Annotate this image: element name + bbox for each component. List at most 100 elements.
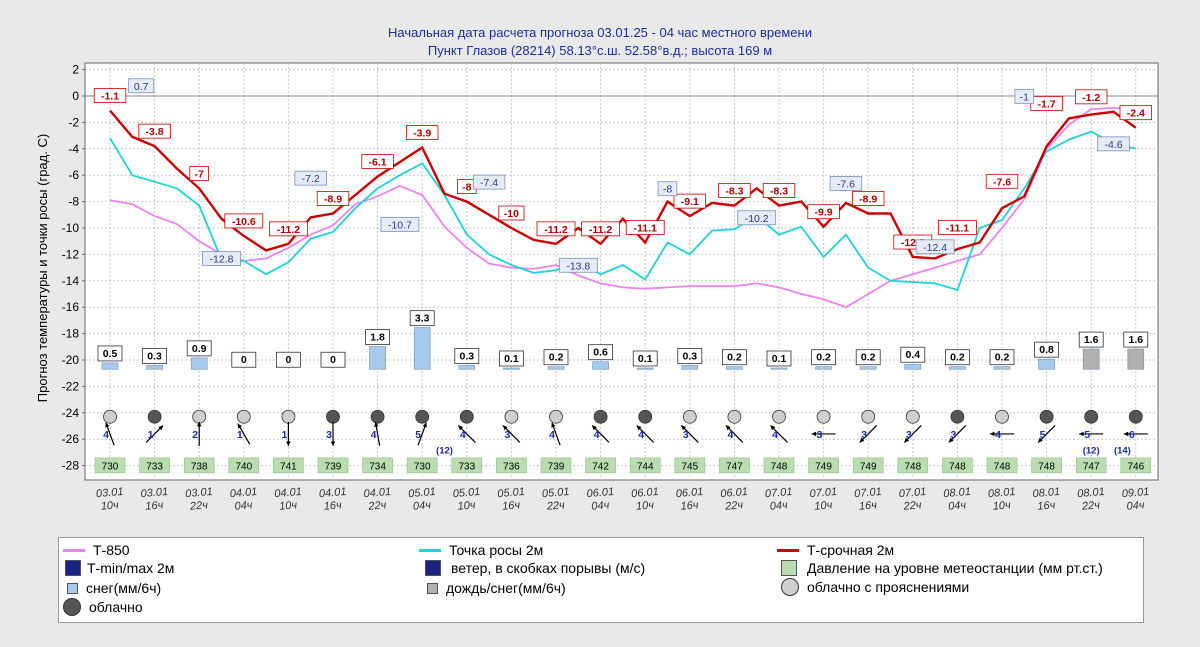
x-tick-hour: 16ч	[502, 499, 521, 513]
wind-speed: 4	[371, 429, 377, 441]
precip-bar	[726, 366, 743, 370]
overcast-icon	[1128, 409, 1143, 424]
y-tick-label: 2	[72, 63, 79, 77]
precip-label-box	[900, 346, 926, 363]
precip-bar	[1127, 348, 1145, 370]
overcast-icon	[950, 409, 965, 424]
legend-wind: ветер, в скобках порывы (м/с)	[425, 560, 645, 576]
y-tick-label: -26	[62, 432, 80, 446]
precip-label-box	[1078, 331, 1104, 348]
wind-speed: 4	[727, 429, 733, 441]
minmax-label-box	[472, 174, 506, 190]
wind-speed: 3	[683, 429, 689, 441]
partly-cloudy-icon	[682, 409, 697, 424]
precip-bar	[1038, 358, 1055, 370]
wind-arrowhead	[158, 425, 164, 431]
partly-cloudy-icon	[816, 409, 831, 424]
precip-bar	[101, 362, 119, 370]
wind-arrowhead	[458, 425, 464, 431]
wind-speed: 4	[638, 429, 644, 441]
precip-bar	[770, 367, 788, 370]
y-tick-label: -24	[62, 406, 80, 420]
precip-label: 1.6	[1084, 334, 1099, 346]
x-tick-date: 06.01	[631, 486, 659, 500]
wind-speed: 6	[1129, 429, 1135, 441]
t-label-box	[852, 191, 885, 206]
partly-cloudy-icon	[192, 409, 207, 424]
t-label: -10.6	[232, 216, 256, 228]
precip-label: 0.6	[593, 347, 608, 359]
t-label-box	[938, 220, 977, 235]
wind-arrowhead	[904, 437, 910, 443]
overcast-icon	[147, 409, 162, 424]
overcast-icon	[326, 409, 340, 424]
t-label-box	[718, 183, 751, 198]
t-label: -3.9	[413, 127, 431, 139]
x-tick-date: 08.01	[1032, 486, 1060, 500]
legend-tnow-swatch	[777, 548, 799, 552]
legend-tnow-label: Т-срочная 2м	[807, 542, 895, 558]
legend-wind-label: ветер, в скобках порывы (м/с)	[451, 560, 646, 576]
x-tick-date: 03.01	[140, 486, 168, 500]
x-tick-date: 08.01	[1077, 486, 1105, 500]
pressure-value: 747	[726, 461, 743, 472]
partly-cloudy-icon	[281, 409, 296, 424]
series-dew	[109, 130, 1137, 292]
pressure-value: 748	[771, 461, 788, 472]
legend-tnow: Т-срочная 2м	[777, 542, 894, 558]
precip-bar	[949, 366, 966, 370]
precip-label-box	[97, 345, 123, 362]
partly-cloudy-icon	[549, 409, 563, 424]
x-tick-date: 09.01	[1121, 486, 1149, 500]
x-tick-date: 04.01	[274, 486, 302, 500]
partly-cloudy-icon	[905, 409, 920, 424]
pressure-box	[1120, 457, 1152, 474]
t-label-box	[224, 213, 264, 229]
precip-label: 0.2	[549, 352, 564, 364]
wind-speed: 1	[237, 429, 243, 441]
precip-bar	[592, 361, 609, 370]
x-tick-date: 06.01	[675, 486, 703, 500]
x-tick-date: 07.01	[898, 486, 926, 500]
minmax-label-box	[829, 176, 863, 191]
t-label: -8	[462, 182, 471, 194]
pressure-box	[719, 457, 750, 474]
precip-label: 0.3	[147, 350, 162, 362]
pressure-box	[406, 457, 438, 474]
legend-rainsnow-swatch	[427, 582, 438, 594]
wind-speed: 5	[1084, 429, 1090, 441]
pressure-value: 734	[369, 461, 386, 472]
wind-arrowhead	[1123, 431, 1129, 437]
precip-label: 0	[330, 354, 336, 366]
pressure-value: 747	[1083, 461, 1100, 472]
t-label: -1.2	[1082, 92, 1100, 104]
x-tick-date: 05.01	[408, 486, 436, 500]
t-label-box	[189, 165, 210, 181]
x-tick-hour: 04ч	[591, 499, 610, 513]
legend-dew-label: Точка росы 2м	[449, 542, 544, 558]
minmax-label-box	[558, 257, 598, 273]
legend-dew-swatch	[419, 548, 441, 552]
x-tick-hour: 22ч	[1080, 499, 1100, 513]
precip-label-box	[722, 349, 747, 366]
partly-cloudy-icon	[995, 409, 1009, 424]
pressure-box	[451, 457, 483, 474]
y-axis-label: Прогноз температуры и точки росы (град. …	[35, 134, 50, 402]
wind-arrowhead	[859, 437, 865, 443]
partly-cloudy-icon	[861, 409, 876, 424]
pressure-box	[139, 457, 170, 474]
overcast-icon	[63, 598, 81, 616]
y-tick-label: -6	[68, 168, 79, 182]
precip-label-box	[1123, 331, 1149, 348]
wind-speed: 1	[281, 429, 287, 441]
legend-overcast-label: облачно	[89, 599, 143, 615]
precip-label: 0	[241, 354, 247, 366]
t-label-box	[1075, 89, 1108, 105]
x-tick-hour: 16ч	[858, 499, 877, 513]
precip-label-box	[543, 349, 569, 366]
x-tick-hour: 04ч	[412, 499, 431, 513]
wind-speed: 3	[906, 429, 912, 441]
minmax-label: -7.6	[837, 178, 855, 190]
pressure-value: 744	[637, 461, 654, 472]
t-label-box	[807, 204, 840, 220]
